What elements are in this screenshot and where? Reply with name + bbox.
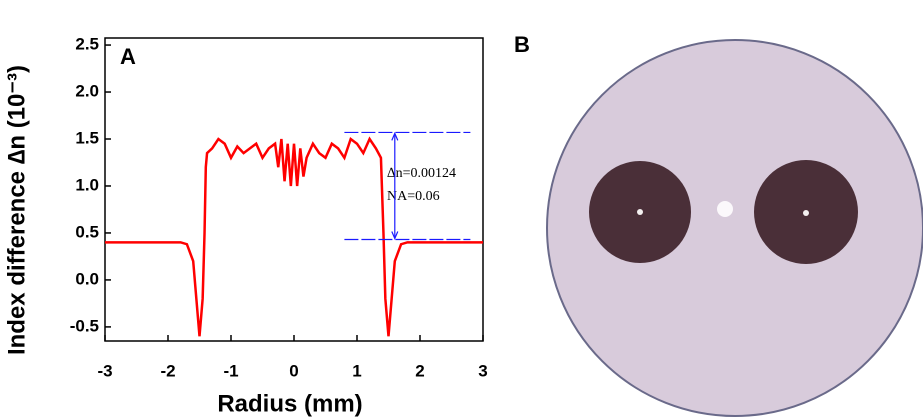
annotation: NA=0.06 — [387, 189, 440, 204]
y-tick-label: 1.5 — [75, 128, 99, 147]
core — [637, 209, 643, 215]
x-tick-label: 1 — [352, 361, 361, 380]
y-tick-label: 2.5 — [75, 35, 99, 54]
y-axis-label: Index difference ∆n (10⁻³) — [3, 65, 30, 355]
x-tick-label: -2 — [160, 361, 175, 380]
panel-label: B — [514, 32, 530, 57]
core — [803, 210, 809, 216]
y-tick-label: 0.5 — [75, 222, 99, 241]
photo: B — [514, 32, 923, 417]
x-tick-label: -3 — [97, 361, 112, 380]
x-tick-label: -1 — [223, 361, 238, 380]
y-tick-label: 2.0 — [75, 82, 99, 101]
profile-line — [105, 136, 483, 337]
panel-label: A — [120, 44, 136, 69]
x-tick-label: 0 — [289, 361, 298, 380]
arrow-head — [391, 131, 399, 241]
center-hole — [717, 201, 733, 217]
x-tick-label: 2 — [415, 361, 424, 380]
fiber-cladding — [546, 39, 923, 417]
annotation: ∆n=0.00124 — [387, 166, 456, 181]
x-axis-label: Radius (mm) — [217, 390, 362, 417]
y-tick-label: 0.0 — [75, 269, 99, 288]
x-tick-label: 3 — [478, 361, 487, 380]
y-tick-label: 1.0 — [75, 175, 99, 194]
y-tick-label: -0.5 — [70, 316, 99, 335]
